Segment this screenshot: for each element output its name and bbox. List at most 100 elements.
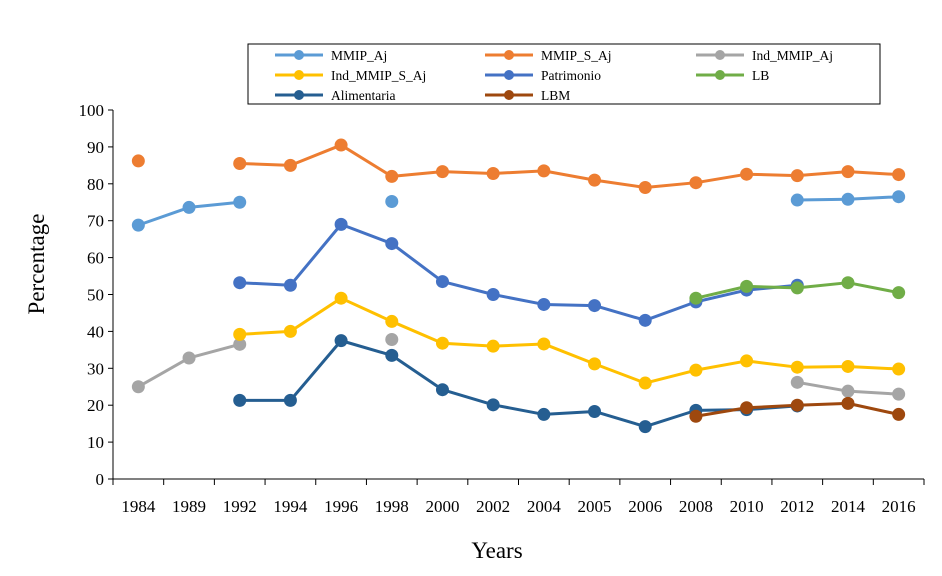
data-point — [841, 165, 855, 179]
legend-swatch-marker — [715, 50, 725, 60]
y-axis: 0 10 20 30 40 50 60 70 80 90 100 — [79, 101, 114, 489]
data-point — [689, 409, 703, 423]
data-point — [233, 337, 247, 351]
data-point — [790, 169, 804, 183]
data-point — [689, 363, 703, 377]
legend-swatch-marker — [294, 70, 304, 80]
data-point — [283, 278, 297, 292]
legend-entry: Alimentaria — [275, 88, 395, 103]
data-point — [638, 313, 652, 327]
x-tick-label: 1994 — [273, 497, 308, 516]
y-tick-label: 50 — [87, 286, 104, 305]
data-point — [385, 169, 399, 183]
data-point — [537, 297, 551, 311]
x-axis: 1984 1989 1992 1994 1996 1998 2000 2002 2004 2005… — [112, 478, 925, 516]
data-point — [283, 158, 297, 172]
data-point — [588, 404, 602, 418]
data-point — [233, 195, 247, 209]
x-tick-label: 2000 — [425, 497, 459, 516]
x-tick-label: 1992 — [223, 497, 257, 516]
data-point — [435, 275, 449, 289]
legend-label: Ind_MMIP_S_Aj — [331, 68, 426, 83]
data-point — [790, 360, 804, 374]
data-point — [486, 398, 500, 412]
data-point — [233, 276, 247, 290]
data-point — [841, 192, 855, 206]
data-point — [182, 200, 196, 214]
data-point — [435, 165, 449, 179]
data-point — [740, 279, 754, 293]
legend-entry: LB — [696, 68, 769, 83]
data-point — [334, 334, 348, 348]
data-point — [131, 218, 145, 232]
data-point — [233, 157, 247, 171]
data-point — [841, 396, 855, 410]
data-point — [892, 362, 906, 376]
series-line — [239, 296, 899, 385]
series-mmip-s-aj — [131, 138, 906, 194]
y-tick-label: 20 — [87, 396, 104, 415]
y-tick-label: 10 — [87, 433, 104, 452]
legend-box — [247, 43, 881, 105]
legend-entry: Patrimonio — [485, 68, 601, 83]
legend: MMIP_Aj MMIP_S_Aj Ind_MMIP_Aj Ind_MMIP_S_Aj… — [247, 43, 881, 105]
x-axis-title: Years — [471, 538, 522, 563]
x-tick-label: 1996 — [324, 497, 358, 516]
y-tick-label: 0 — [96, 470, 105, 489]
data-point — [435, 336, 449, 350]
data-point — [537, 337, 551, 351]
data-point — [334, 138, 348, 152]
legend-swatch-marker — [294, 50, 304, 60]
x-tick-label: 1984 — [121, 497, 156, 516]
data-point — [588, 357, 602, 371]
y-tick-label: 70 — [87, 212, 104, 231]
data-point — [588, 173, 602, 187]
y-tick-label: 90 — [87, 138, 104, 157]
legend-label: Ind_MMIP_Aj — [752, 48, 833, 63]
series-ind-mmip-aj — [131, 333, 906, 401]
data-point — [689, 291, 703, 305]
series-line — [239, 143, 899, 189]
legend-entry: Ind_MMIP_Aj — [696, 48, 833, 63]
x-tick-label: 2012 — [780, 497, 814, 516]
data-point — [334, 217, 348, 231]
legend-entry: MMIP_S_Aj — [485, 48, 612, 63]
data-point — [892, 286, 906, 300]
data-point — [740, 401, 754, 415]
y-tick-label: 40 — [87, 322, 104, 341]
data-point — [131, 380, 145, 394]
data-point — [385, 314, 399, 328]
data-point — [892, 407, 906, 421]
legend-swatch-marker — [504, 50, 514, 60]
x-tick-label: 2002 — [476, 497, 510, 516]
data-point — [740, 354, 754, 368]
data-point — [182, 351, 196, 365]
data-point — [486, 166, 500, 180]
data-point — [334, 291, 348, 305]
data-point — [841, 384, 855, 398]
legend-swatch-marker — [504, 90, 514, 100]
series-mmip-aj — [131, 190, 906, 232]
legend-label: Patrimonio — [541, 68, 601, 83]
legend-swatch-marker — [715, 70, 725, 80]
x-tick-label: 1998 — [375, 497, 409, 516]
x-tick-label: 2005 — [578, 497, 612, 516]
x-tick-label: 2010 — [730, 497, 764, 516]
legend-swatch-marker — [294, 90, 304, 100]
series-line — [239, 339, 798, 429]
series-line — [137, 342, 241, 389]
series-layer — [131, 138, 906, 434]
series-lb — [689, 276, 906, 305]
data-point — [638, 180, 652, 194]
data-point — [385, 348, 399, 362]
y-tick-label: 60 — [87, 249, 104, 268]
data-point — [790, 398, 804, 412]
data-point — [385, 195, 399, 209]
x-tick-label: 2004 — [527, 497, 562, 516]
data-point — [486, 339, 500, 353]
data-point — [435, 383, 449, 397]
series-line — [239, 222, 798, 322]
x-tick-label: 2014 — [831, 497, 866, 516]
data-point — [283, 393, 297, 407]
data-point — [689, 176, 703, 190]
